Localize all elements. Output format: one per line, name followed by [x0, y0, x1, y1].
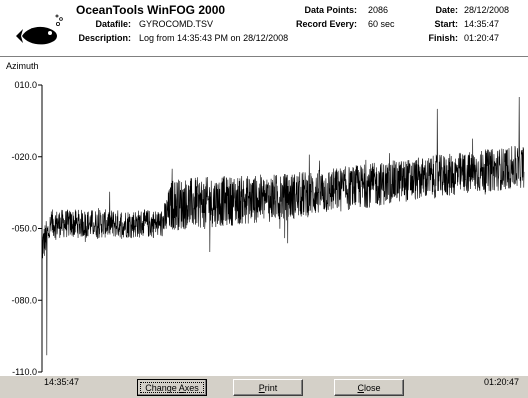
x-axis-end-label: 01:20:47 [484, 377, 520, 387]
description-value: Log from 14:35:43 PM on 28/12/2008 [139, 33, 289, 43]
azimuth-chart: Azimuth 010.0 -020.0 -050.0 -080.0 -110.0 [6, 61, 525, 376]
datafile-label: Datafile: [95, 19, 131, 29]
y-axis-tick-label: -110.0 [12, 367, 37, 376]
print-label-post: rint [264, 383, 278, 393]
y-axis-tick-label: -050.0 [11, 224, 37, 234]
record-every-value: 60 sec [368, 19, 395, 29]
change-axes-button[interactable]: Change Axes [137, 379, 207, 396]
start-value: 14:35:47 [464, 19, 500, 29]
change-axes-label-pre: Change [145, 383, 179, 393]
finish-value: 01:20:47 [464, 33, 500, 43]
header-panel: OceanTools WinFOG 2000 Datafile: GYROCOM… [0, 0, 528, 57]
print-label-key: P [258, 383, 265, 393]
azimuth-series-line [41, 96, 525, 356]
chart-panel: Azimuth 010.0 -020.0 -050.0 -080.0 -110.0 [0, 57, 528, 376]
app-title: OceanTools WinFOG 2000 [76, 3, 226, 17]
y-axis-tick-label: -080.0 [11, 295, 37, 305]
datafile-value: GYROCOMD.TSV [139, 19, 214, 29]
change-axes-label-post: xes [184, 383, 199, 393]
close-label-post: lose [363, 383, 381, 393]
start-label: Start: [434, 19, 458, 29]
fish-logo-icon [16, 14, 63, 45]
y-axis-label: Azimuth [6, 61, 39, 71]
data-points-value: 2086 [368, 5, 389, 15]
record-every-label: Record Every: [295, 19, 357, 29]
print-button[interactable]: Print [233, 379, 303, 396]
close-label-key: C [357, 383, 364, 393]
description-label: Description: [78, 33, 131, 43]
y-axis-tick-label: -020.0 [11, 152, 37, 162]
change-axes-label-key: A [178, 383, 185, 393]
date-value: 28/12/2008 [464, 5, 510, 15]
date-label: Date: [435, 5, 458, 15]
x-axis-start-label: 14:35:47 [44, 377, 80, 387]
data-points-label: Data Points: [304, 5, 357, 15]
y-axis-tick-label: 010.0 [14, 80, 37, 90]
footer-bar: 14:35:47 01:20:47 Change Axes Print Clos… [0, 376, 528, 398]
close-button[interactable]: Close [334, 379, 404, 396]
finish-label: Finish: [428, 33, 459, 43]
